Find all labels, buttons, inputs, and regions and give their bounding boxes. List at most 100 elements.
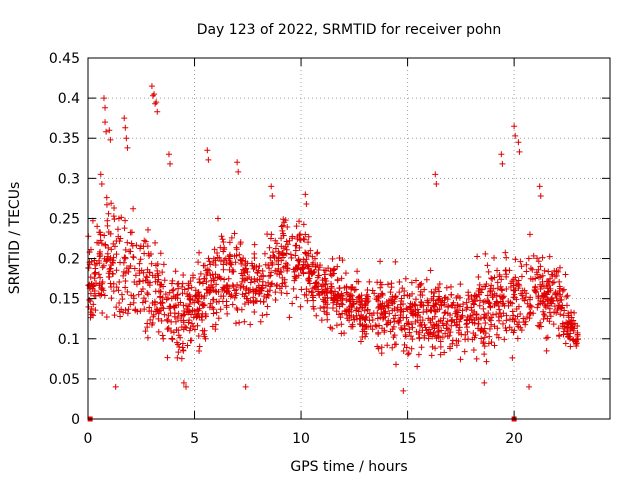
data-point: [560, 328, 567, 335]
data-point: [299, 265, 306, 272]
data-point: [435, 318, 442, 325]
data-point: [223, 260, 230, 267]
data-point: [294, 265, 301, 272]
data-point: [160, 283, 167, 290]
data-point: [146, 304, 153, 311]
data-point: [561, 307, 568, 314]
data-point: [517, 324, 524, 331]
data-point: [196, 348, 203, 355]
data-point: [421, 321, 428, 328]
data-point: [425, 315, 432, 322]
data-point: [165, 325, 172, 332]
data-point: [460, 301, 467, 308]
data-point: [568, 309, 575, 316]
x-tick-label: 10: [292, 431, 310, 447]
data-point: [437, 338, 444, 345]
data-point: [499, 320, 506, 327]
data-point: [233, 286, 240, 293]
data-point: [431, 290, 438, 297]
data-point: [491, 290, 498, 297]
data-point: [441, 310, 448, 317]
data-point: [386, 310, 393, 317]
plot-border: [87, 57, 611, 420]
data-point: [279, 250, 286, 257]
data-point: [418, 280, 425, 287]
data-point: [565, 319, 572, 326]
data-point: [359, 304, 366, 311]
data-point: [528, 303, 535, 310]
data-point: [296, 218, 303, 225]
data-point: [442, 330, 449, 337]
data-point: [154, 108, 161, 115]
data-point: [275, 261, 282, 268]
data-point: [436, 295, 443, 302]
data-point: [440, 315, 447, 322]
data-point: [291, 268, 298, 275]
data-point: [108, 283, 115, 290]
data-point: [502, 267, 509, 274]
data-point: [456, 324, 463, 331]
data-point: [546, 253, 553, 260]
data-point: [535, 274, 542, 281]
data-point: [436, 288, 443, 295]
data-point: [223, 304, 230, 311]
data-point: [191, 299, 198, 306]
data-point: [269, 249, 276, 256]
data-point: [212, 288, 219, 295]
data-point: [442, 294, 449, 301]
data-point: [480, 328, 487, 335]
data-point: [417, 298, 424, 305]
data-point: [482, 319, 489, 326]
data-point: [125, 306, 132, 313]
data-point: [445, 304, 452, 311]
data-point: [454, 313, 461, 320]
data-point: [172, 302, 179, 309]
data-point: [198, 314, 205, 321]
data-point: [384, 281, 391, 288]
data-point: [96, 250, 103, 257]
data-point: [104, 256, 111, 263]
data-point: [307, 247, 314, 254]
data-point: [462, 331, 469, 338]
data-point: [354, 268, 361, 275]
data-point: [324, 290, 331, 297]
data-point: [96, 229, 103, 236]
data-point: [387, 289, 394, 296]
data-point: [561, 323, 568, 330]
data-point: [300, 221, 307, 228]
data-point: [545, 288, 552, 295]
data-point: [170, 329, 177, 336]
data-point: [289, 235, 296, 242]
data-points: [85, 83, 581, 422]
data-point: [195, 333, 202, 340]
data-point: [476, 281, 483, 288]
data-point: [265, 292, 272, 299]
data-point: [256, 262, 263, 269]
data-point: [329, 255, 336, 262]
data-point: [120, 259, 127, 266]
data-point: [210, 296, 217, 303]
data-point: [238, 260, 245, 267]
data-point: [278, 269, 285, 276]
data-point: [137, 256, 144, 263]
data-point: [476, 291, 483, 298]
data-point: [138, 288, 145, 295]
data-point: [218, 293, 225, 300]
data-point: [168, 280, 175, 287]
data-point: [278, 289, 285, 296]
data-point: [339, 257, 346, 264]
data-point: [212, 321, 219, 328]
data-point: [124, 288, 131, 295]
data-point: [549, 271, 556, 278]
data-point: [297, 231, 304, 238]
data-point: [175, 285, 182, 292]
data-point: [144, 243, 151, 250]
data-point: [471, 297, 478, 304]
data-point: [111, 204, 118, 211]
data-point: [157, 250, 164, 257]
data-point: [175, 280, 182, 287]
data-point: [404, 306, 411, 313]
data-point: [250, 298, 257, 305]
data-point: [127, 248, 134, 255]
data-point: [503, 286, 510, 293]
